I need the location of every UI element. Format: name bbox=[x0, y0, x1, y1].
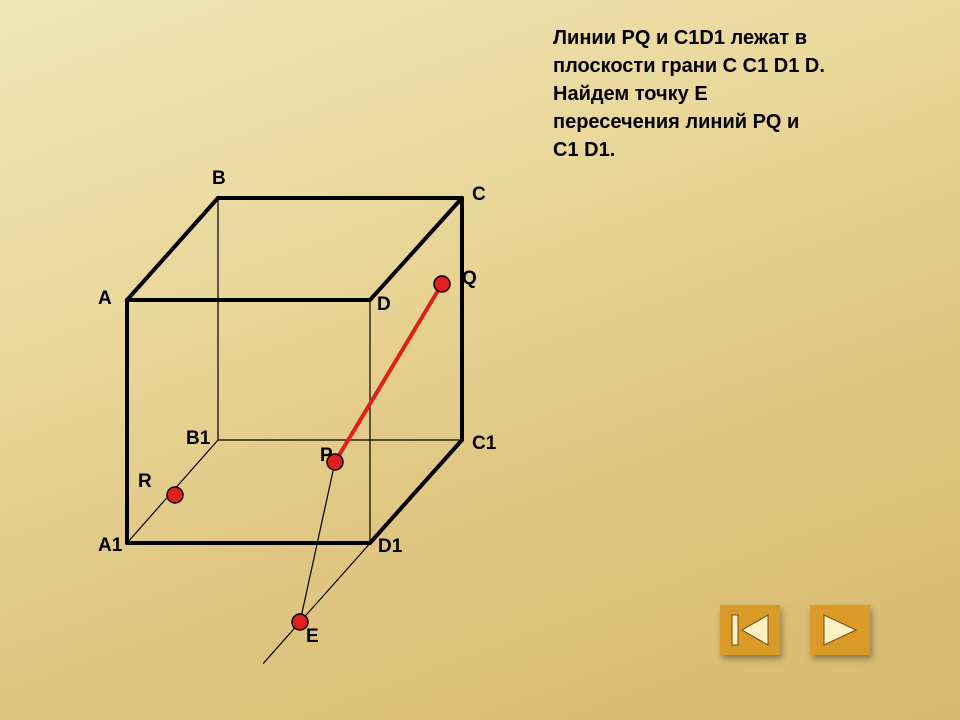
vertex-label-D1: D1 bbox=[378, 536, 402, 558]
play-forward-icon bbox=[810, 605, 870, 655]
vertex-label-C1: C1 bbox=[472, 433, 496, 455]
vertex-label-Q: Q bbox=[462, 268, 477, 290]
vertex-label-B1: B1 bbox=[186, 428, 210, 450]
problem-statement: Линии PQ и C1D1 лежат в плоскости грани … bbox=[553, 24, 923, 164]
vertex-label-D: D bbox=[377, 294, 391, 316]
vertex-label-C: C bbox=[472, 184, 486, 206]
skip-back-icon bbox=[720, 605, 780, 655]
vertex-label-P: P bbox=[320, 445, 333, 467]
vertex-label-E: E bbox=[306, 626, 319, 648]
vertex-label-B: B bbox=[212, 168, 226, 190]
vertex-label-A1: A1 bbox=[98, 535, 122, 557]
vertex-label-R: R bbox=[138, 471, 152, 493]
nav-forward-button[interactable] bbox=[810, 605, 870, 655]
vertex-label-A: A bbox=[98, 288, 112, 310]
nav-back-button[interactable] bbox=[720, 605, 780, 655]
